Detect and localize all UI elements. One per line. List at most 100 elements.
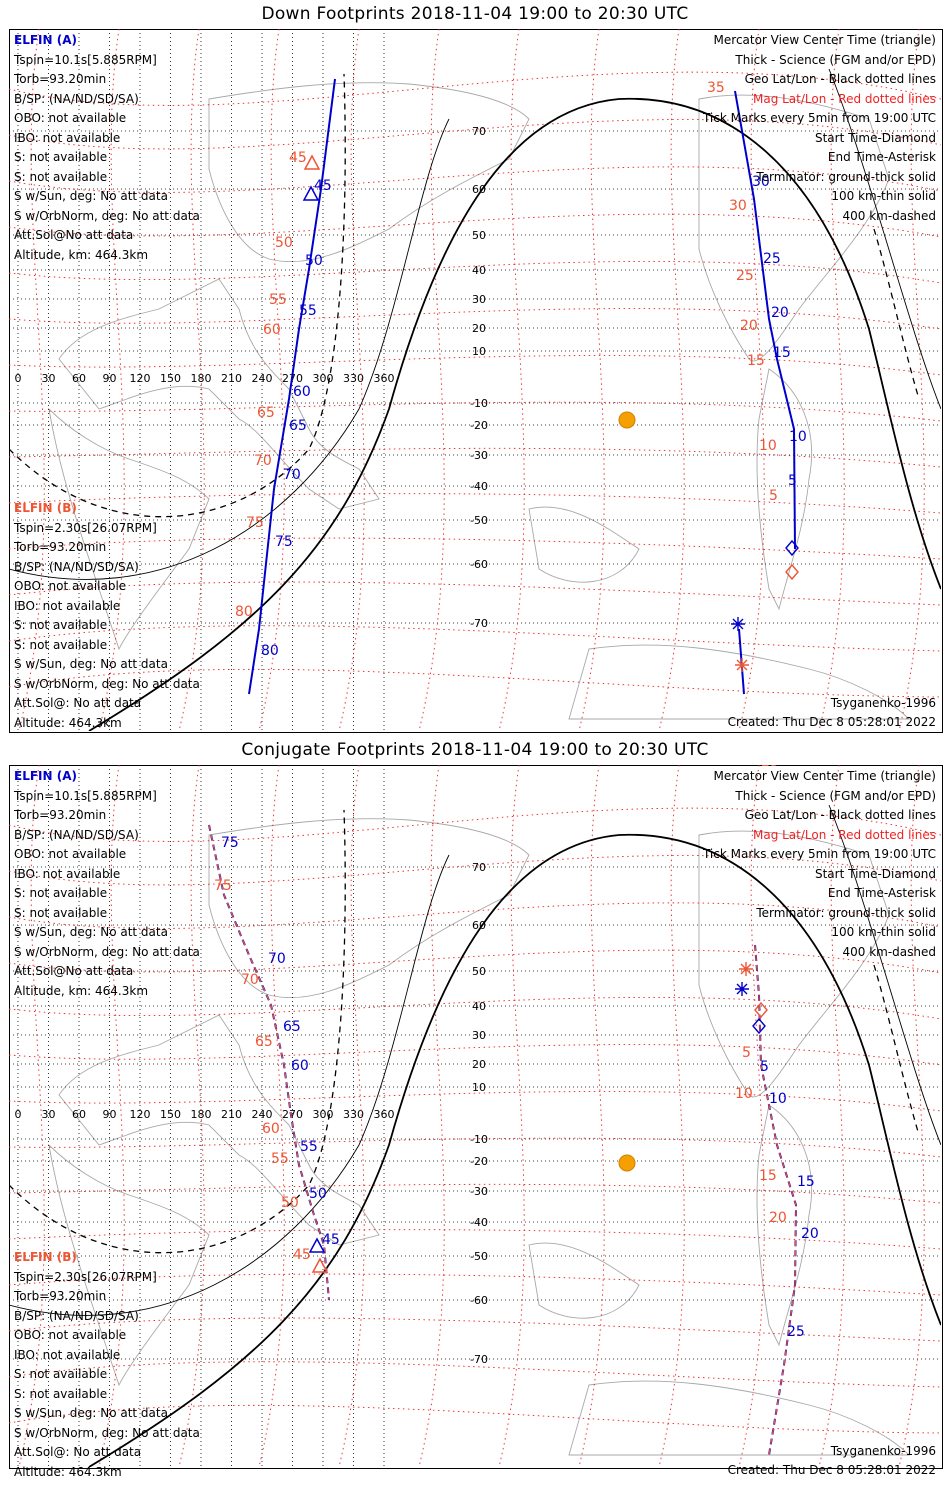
model-label: Tsyganenko-1996 bbox=[830, 1444, 936, 1458]
end-time-asterisk bbox=[739, 962, 753, 976]
coastline bbox=[568, 644, 911, 720]
tick-label: 5 bbox=[742, 1045, 751, 1061]
mag-lon-line bbox=[578, 765, 605, 1467]
elfin-b-info: ELFIN (B) Tspin=2.30s[26.07RPM] Torb=93.20… bbox=[14, 1248, 200, 1482]
map-legend: Mercator View Center Time (triangle) Thic… bbox=[703, 31, 936, 226]
mag-lon-line bbox=[658, 765, 685, 1467]
footprint-map: 70 60 50 40 30 20 10 -10 -20 -30 -40 -50 -60 -70 0 30 60… bbox=[9, 29, 941, 731]
geo-lat-label: -30 bbox=[470, 449, 488, 462]
elfin-a-line: IBO: not available bbox=[14, 130, 121, 145]
legend-line: 400 km-dashed bbox=[842, 944, 936, 959]
legend-line: Start Time-Diamond bbox=[814, 130, 936, 145]
elfin-b-line: Att.Sol@: No att data bbox=[14, 696, 142, 710]
geo-lat-label: -60 bbox=[470, 558, 488, 571]
mag-lat-line bbox=[9, 1273, 941, 1296]
geo-lat-label: -50 bbox=[470, 514, 488, 527]
geo-lat-label: -70 bbox=[470, 617, 488, 630]
elfin-a-line: IBO: not available bbox=[14, 866, 121, 881]
elfin-a-info: ELFIN (A) Tspin=10.1s[5.885RPM] Torb=93.20… bbox=[14, 767, 200, 1001]
geo-lat-label: 70 bbox=[472, 125, 486, 138]
mag-lon-line bbox=[738, 29, 765, 731]
legend-line: Thick - Science (FGM and/or EPD) bbox=[735, 52, 936, 67]
elfin-b-line: S: not available bbox=[14, 637, 108, 652]
elfin-a-line: B/SP: (NA/ND/SD/SA) bbox=[14, 91, 139, 106]
legend-line: Geo Lat/Lon - Black dotted lines bbox=[744, 72, 936, 86]
mag-lat-line bbox=[9, 902, 941, 929]
coastline bbox=[48, 1143, 210, 1387]
tick-label: 25 bbox=[787, 1324, 805, 1340]
geo-lon-label: 60 bbox=[72, 1108, 86, 1121]
tick-label: 5 bbox=[788, 473, 797, 489]
elfin-b-line: Tspin=2.30s[26.07RPM] bbox=[14, 1269, 157, 1284]
coastline bbox=[756, 1104, 813, 1347]
elfin-b-line: IBO: not available bbox=[14, 598, 121, 613]
terminator-ground bbox=[88, 833, 941, 1467]
track-b-west bbox=[208, 824, 330, 1301]
center-time-triangle bbox=[302, 185, 320, 201]
tick-label: 50 bbox=[305, 253, 323, 269]
legend-line: Mag Lat/Lon - Red dotted lines bbox=[752, 827, 936, 842]
footprint-map: 70 60 50 40 30 20 10 -10 -20 -30 -40 -50 -60 -70 0 30 60… bbox=[9, 765, 941, 1467]
sun-icon bbox=[618, 411, 636, 429]
tick-label: 10 bbox=[789, 429, 807, 445]
elfin-a-line: Att.Sol@No att data bbox=[14, 228, 134, 242]
elfin-a-line: S w/OrbNorm, deg: No att data bbox=[14, 208, 200, 223]
elfin-b-line: B/SP: (NA/ND/SD/SA) bbox=[14, 559, 139, 574]
geo-lon-label: 330 bbox=[343, 372, 364, 385]
coastline bbox=[528, 506, 640, 583]
tick-label: 80 bbox=[235, 604, 253, 620]
tick-label: 30 bbox=[752, 174, 770, 190]
mag-lon-line bbox=[258, 29, 285, 731]
geo-lat-label: 50 bbox=[472, 965, 486, 978]
coastline bbox=[48, 407, 210, 651]
tick-label: 25 bbox=[763, 251, 781, 267]
mag-lat-line bbox=[9, 668, 941, 698]
tick-label: 70 bbox=[283, 467, 301, 483]
mag-lat-line bbox=[9, 1137, 941, 1158]
elfin-b-line: Torb=93.20min bbox=[14, 540, 107, 554]
mag-lat-line bbox=[9, 355, 941, 376]
mag-lat-line bbox=[9, 581, 941, 606]
legend-line: Terminator: ground-thick solid bbox=[756, 169, 936, 184]
elfin-a-line: S: not available bbox=[14, 886, 108, 900]
end-time-asterisk bbox=[735, 982, 749, 996]
mag-lon-line bbox=[258, 765, 285, 1467]
legend-line: Start Time-Diamond bbox=[814, 866, 936, 881]
tick-label: 20 bbox=[740, 318, 758, 334]
mag-lon-line bbox=[338, 29, 365, 731]
end-time-asterisk bbox=[731, 617, 745, 631]
geo-lat-label: 20 bbox=[472, 322, 486, 335]
geo-lon-label: 360 bbox=[374, 372, 395, 385]
tick-label: 15 bbox=[759, 1168, 777, 1184]
elfin-b-line: OBO: not available bbox=[14, 579, 127, 593]
tick-label: 25 bbox=[761, 765, 779, 770]
tick-label: 10 bbox=[735, 1086, 753, 1102]
mag-lat-line bbox=[9, 1044, 941, 1066]
geo-lat-label: -60 bbox=[470, 1294, 488, 1307]
geo-lat-label: 40 bbox=[472, 1000, 486, 1013]
geo-lon-label: 150 bbox=[160, 1108, 181, 1121]
tick-label: 70 bbox=[241, 972, 259, 988]
center-time-triangle bbox=[311, 1257, 329, 1273]
tick-label: 60 bbox=[263, 322, 281, 338]
elfin-b-header: ELFIN (B) bbox=[14, 501, 77, 515]
tick-label: 15 bbox=[797, 1174, 815, 1190]
elfin-a-info: ELFIN (A) Tspin=10.1s[5.885RPM] Torb=93.20… bbox=[14, 31, 200, 265]
mag-lon-line bbox=[98, 29, 125, 731]
tick-label: 35 bbox=[707, 80, 725, 96]
mag-lat-line bbox=[9, 625, 941, 652]
elfin-a-line: S w/OrbNorm, deg: No att data bbox=[14, 944, 200, 959]
tick-label: 15 bbox=[747, 353, 765, 369]
mag-lat-line bbox=[9, 1404, 941, 1434]
geo-lon-label: 30 bbox=[42, 372, 56, 385]
tick-label: 65 bbox=[289, 418, 307, 434]
legend-line: Mag Lat/Lon - Red dotted lines bbox=[752, 91, 936, 106]
elfin-b-line: Att.Sol@: No att data bbox=[14, 1445, 142, 1459]
elfin-a-line: Tspin=10.1s[5.885RPM] bbox=[14, 52, 157, 67]
geo-lat-label: -30 bbox=[470, 1185, 488, 1198]
elfin-a-line: S: not available bbox=[14, 150, 108, 164]
tick-label: 60 bbox=[291, 1058, 309, 1074]
geo-lon-label: 0 bbox=[15, 372, 22, 385]
start-time-diamond bbox=[754, 1001, 768, 1019]
tick-label: 20 bbox=[769, 1210, 787, 1226]
